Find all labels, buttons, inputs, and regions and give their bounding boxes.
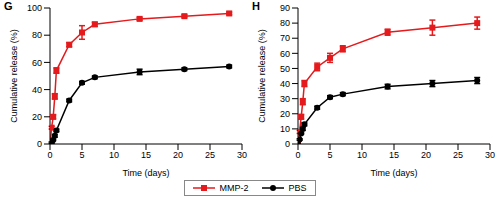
svg-text:25: 25: [205, 150, 215, 160]
svg-text:20: 20: [32, 112, 42, 122]
svg-text:Cumulative release (%): Cumulative release (%): [257, 29, 267, 123]
svg-text:30: 30: [237, 150, 247, 160]
svg-text:10: 10: [357, 150, 367, 160]
svg-text:30: 30: [485, 150, 492, 160]
svg-text:15: 15: [141, 150, 151, 160]
svg-text:70: 70: [280, 33, 290, 43]
svg-text:80: 80: [280, 18, 290, 28]
svg-text:20: 20: [280, 109, 290, 119]
svg-text:0: 0: [295, 150, 300, 160]
svg-text:80: 80: [32, 30, 42, 40]
html-text:PBS: PBS: [288, 183, 307, 193]
svg-text:30: 30: [280, 94, 290, 104]
svg-text:60: 60: [280, 49, 290, 59]
svg-text:25: 25: [453, 150, 463, 160]
svg-text:0: 0: [47, 150, 52, 160]
svg-text:15: 15: [389, 150, 399, 160]
svg-text:10: 10: [109, 150, 119, 160]
svg-text:5: 5: [79, 150, 84, 160]
svg-text:Cumulative release (%): Cumulative release (%): [9, 29, 19, 123]
html-text:G: G: [4, 0, 13, 12]
svg-text:50: 50: [280, 64, 290, 74]
svg-text:100: 100: [27, 3, 42, 13]
svg-text:0: 0: [285, 139, 290, 149]
svg-text:90: 90: [280, 3, 290, 13]
svg-text:Time (days): Time (days): [370, 168, 417, 178]
svg-text:0: 0: [37, 139, 42, 149]
svg-text:5: 5: [327, 150, 332, 160]
svg-text:60: 60: [32, 58, 42, 68]
svg-text:Time (days): Time (days): [122, 168, 169, 178]
html-text:MMP-2: MMP-2: [219, 183, 249, 193]
svg-text:20: 20: [173, 150, 183, 160]
html-text:H: H: [252, 0, 260, 12]
svg-text:40: 40: [280, 79, 290, 89]
svg-text:20: 20: [421, 150, 431, 160]
svg-text:40: 40: [32, 85, 42, 95]
svg-text:10: 10: [280, 124, 290, 134]
